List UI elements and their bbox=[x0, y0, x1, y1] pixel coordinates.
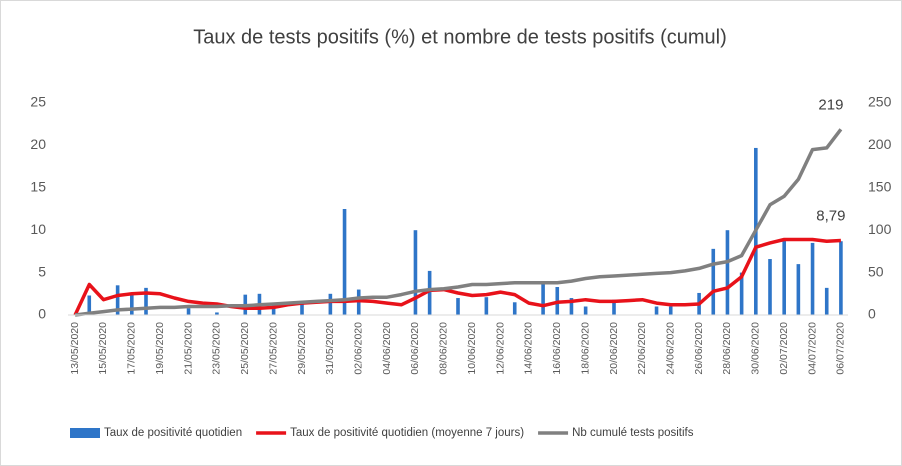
x-tick-label: 27/05/2020 bbox=[267, 322, 279, 375]
bar bbox=[144, 287, 148, 315]
x-tick-label: 22/06/2020 bbox=[636, 322, 648, 375]
y-tick-label: 5 bbox=[38, 263, 46, 279]
bar bbox=[115, 285, 120, 315]
bar bbox=[87, 295, 92, 315]
line bbox=[74, 128, 843, 317]
bar bbox=[413, 230, 418, 315]
data-label: 8,79 bbox=[816, 207, 845, 224]
x-tick-label: 04/07/2020 bbox=[806, 322, 818, 375]
bar bbox=[328, 293, 333, 315]
legend-swatch bbox=[70, 428, 100, 438]
y-tick-label: 20 bbox=[30, 136, 46, 152]
x-tick-label: 23/05/2020 bbox=[211, 322, 223, 375]
y2-tick-label: 0 bbox=[868, 306, 876, 322]
y2-tick-label: 50 bbox=[868, 263, 884, 279]
x-tick-label: 10/06/2020 bbox=[466, 322, 478, 375]
bar bbox=[583, 306, 588, 315]
x-tick-label: 21/05/2020 bbox=[182, 322, 194, 375]
bar bbox=[824, 287, 829, 315]
bar bbox=[612, 299, 616, 315]
x-tick-label: 26/06/2020 bbox=[693, 322, 705, 375]
bar bbox=[654, 306, 659, 315]
bar bbox=[796, 264, 801, 315]
bar bbox=[725, 230, 730, 315]
bar bbox=[768, 259, 772, 315]
bar bbox=[839, 241, 843, 315]
y2-tick-label: 150 bbox=[868, 179, 892, 195]
bar bbox=[512, 302, 517, 315]
y-tick-label: 25 bbox=[30, 94, 46, 110]
legend-label: Taux de positivité quotidien (moyenne 7 … bbox=[290, 427, 524, 439]
x-tick-label: 25/05/2020 bbox=[239, 322, 251, 375]
x-tick-label: 02/07/2020 bbox=[778, 322, 790, 375]
x-tick-label: 30/06/2020 bbox=[750, 322, 762, 375]
x-tick-label: 12/06/2020 bbox=[494, 322, 506, 375]
x-tick-label: 24/06/2020 bbox=[665, 322, 677, 375]
x-tick-label: 14/06/2020 bbox=[523, 322, 535, 375]
bar bbox=[541, 284, 545, 315]
bar bbox=[739, 272, 744, 315]
x-tick-label: 08/06/2020 bbox=[438, 322, 450, 375]
x-tick-label: 28/06/2020 bbox=[721, 322, 733, 375]
x-tick-label: 19/05/2020 bbox=[154, 322, 166, 375]
x-tick-label: 18/06/2020 bbox=[579, 322, 591, 375]
bar bbox=[186, 308, 191, 315]
x-tick-label: 06/07/2020 bbox=[835, 322, 847, 375]
y2-tick-label: 100 bbox=[868, 221, 892, 237]
x-tick-label: 15/05/2020 bbox=[97, 322, 109, 375]
bar bbox=[456, 298, 460, 315]
y-tick-label: 15 bbox=[30, 179, 46, 195]
bar bbox=[782, 240, 786, 315]
x-tick-label: 13/05/2020 bbox=[69, 322, 81, 375]
bar bbox=[668, 306, 673, 315]
y2-tick-label: 250 bbox=[868, 94, 892, 110]
bar bbox=[271, 304, 276, 315]
x-tick-label: 17/05/2020 bbox=[126, 322, 138, 375]
bar bbox=[342, 209, 347, 315]
bar bbox=[130, 294, 134, 315]
y2-tick-label: 200 bbox=[868, 136, 892, 152]
x-tick-label: 02/06/2020 bbox=[353, 322, 365, 375]
bar bbox=[711, 248, 716, 315]
bar bbox=[427, 270, 432, 315]
data-label: 219 bbox=[818, 96, 843, 113]
x-tick-label: 31/05/2020 bbox=[324, 322, 336, 375]
x-tick-label: 04/06/2020 bbox=[381, 322, 393, 375]
bar bbox=[215, 312, 219, 315]
x-tick-label: 06/06/2020 bbox=[409, 322, 421, 375]
y-tick-label: 0 bbox=[38, 306, 46, 322]
bar bbox=[810, 242, 815, 315]
bar bbox=[569, 298, 574, 315]
x-tick-label: 16/06/2020 bbox=[551, 322, 563, 375]
bar bbox=[484, 297, 489, 315]
y-tick-label: 10 bbox=[30, 221, 46, 237]
chart-title: Taux de tests positifs (%) et nombre de … bbox=[193, 26, 727, 48]
bar bbox=[300, 303, 304, 315]
line bbox=[73, 237, 841, 316]
legend-label: Taux de positivité quotidien bbox=[104, 427, 242, 439]
x-tick-label: 20/06/2020 bbox=[608, 322, 620, 375]
x-tick-label: 29/05/2020 bbox=[296, 322, 308, 375]
legend-label: Nb cumulé tests positifs bbox=[572, 427, 694, 439]
